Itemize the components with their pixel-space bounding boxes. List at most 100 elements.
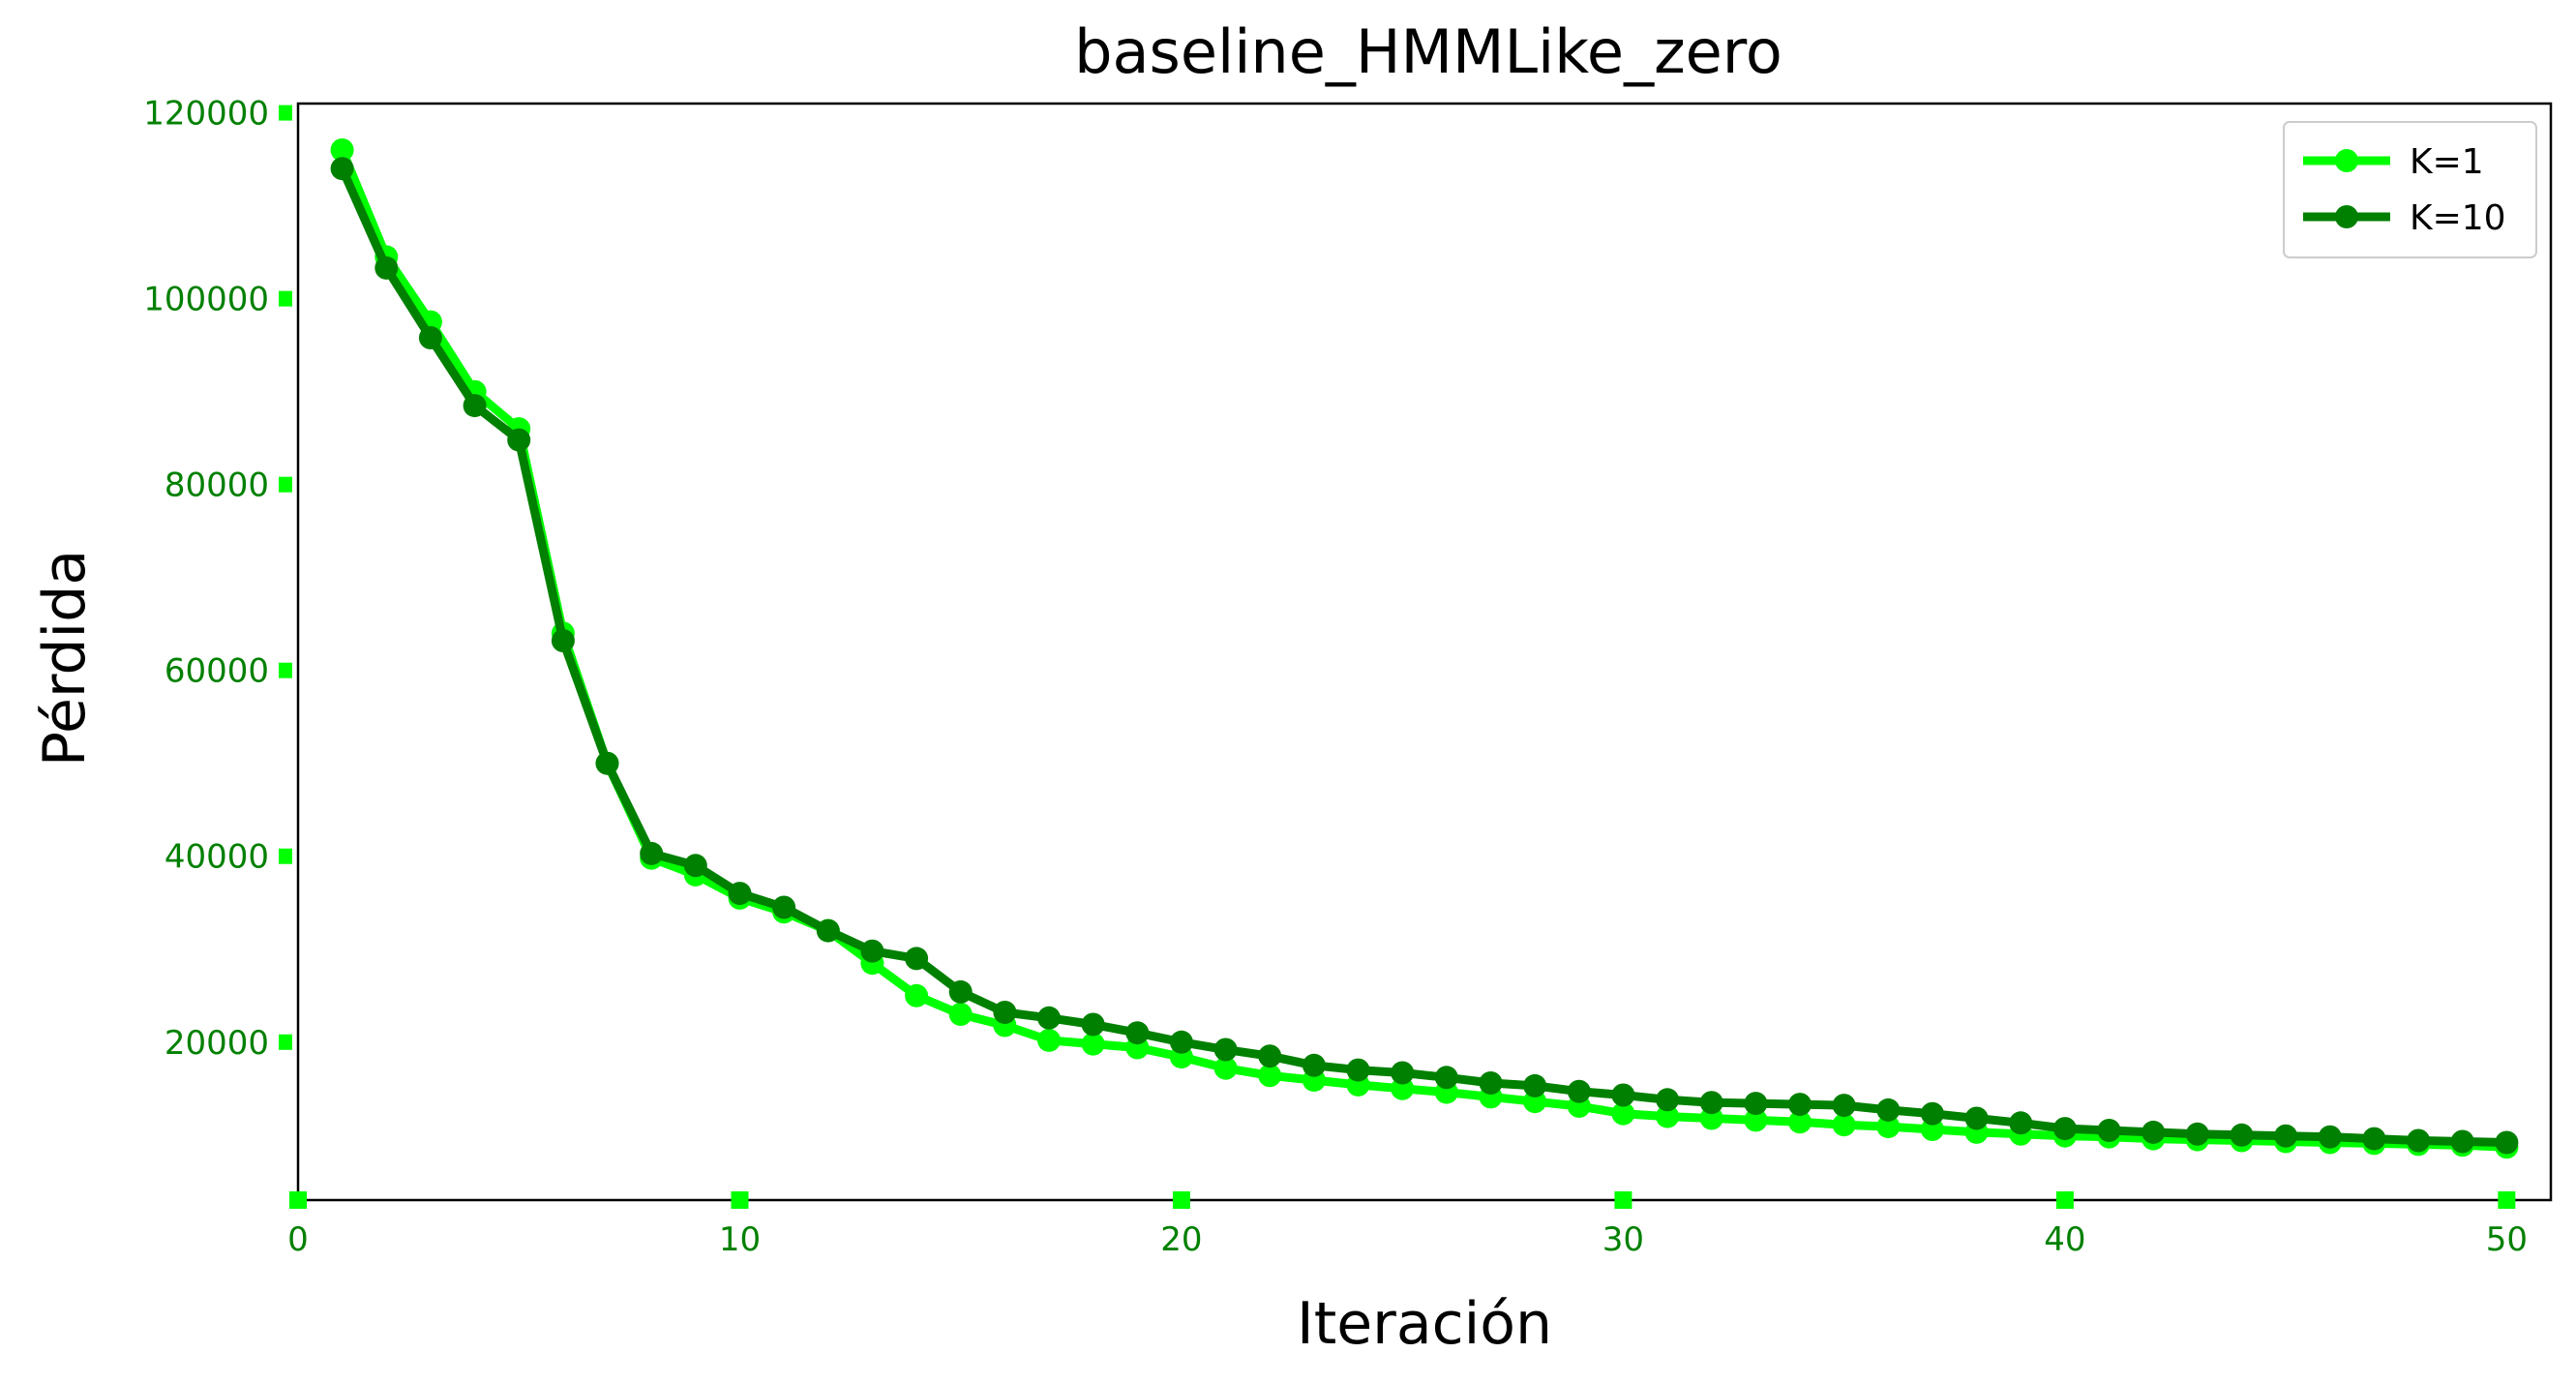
data-point-s1-30 — [1611, 1101, 1635, 1126]
data-point-s2-43 — [2185, 1122, 2209, 1146]
data-point-s2-47 — [2362, 1127, 2386, 1151]
x-tick-label-3: 30 — [1603, 1220, 1644, 1259]
plot-frame — [296, 102, 2553, 1202]
data-point-s2-8 — [640, 841, 664, 865]
y-tick-mark-3 — [279, 476, 292, 493]
x-tick-mark-2 — [1172, 1191, 1190, 1209]
data-point-s2-29 — [1567, 1079, 1591, 1103]
data-point-s2-39 — [2009, 1111, 2033, 1135]
data-point-s2-46 — [2318, 1125, 2342, 1149]
data-point-s2-40 — [2052, 1117, 2077, 1141]
data-point-s2-35 — [1832, 1094, 1856, 1118]
data-point-s1-14 — [905, 983, 929, 1007]
y-tick-label-5: 120000 — [143, 95, 269, 134]
data-point-s2-25 — [1391, 1061, 1415, 1085]
data-point-s2-42 — [2142, 1120, 2166, 1144]
data-point-s2-41 — [2097, 1119, 2121, 1142]
data-point-s2-12 — [816, 918, 840, 943]
data-point-s2-7 — [595, 751, 619, 775]
y-tick-label-3: 80000 — [165, 466, 269, 505]
data-point-s1-22 — [1258, 1064, 1282, 1088]
data-point-s2-34 — [1788, 1093, 1812, 1117]
data-point-s2-21 — [1213, 1037, 1238, 1062]
y-tick-mark-2 — [279, 662, 292, 678]
legend: K=1 K=10 — [2283, 121, 2537, 258]
x-tick-label-5: 50 — [2486, 1220, 2528, 1259]
chart-title: baseline_HMMLike_zero — [1074, 16, 1782, 87]
y-tick-label-1: 40000 — [165, 838, 269, 877]
x-tick-label-1: 10 — [719, 1220, 761, 1259]
x-tick-label-2: 20 — [1160, 1220, 1202, 1259]
data-point-s2-2 — [374, 256, 399, 280]
data-point-s2-1 — [330, 157, 354, 181]
data-point-s2-10 — [728, 882, 752, 906]
y-tick-mark-4 — [279, 290, 292, 307]
data-point-s2-33 — [1744, 1092, 1768, 1116]
data-point-s1-35 — [1832, 1113, 1856, 1137]
data-point-s1-21 — [1213, 1056, 1238, 1080]
x-tick-label-4: 40 — [2044, 1220, 2085, 1259]
data-point-s2-6 — [551, 629, 575, 652]
data-point-s1-15 — [948, 1003, 973, 1026]
data-point-s2-48 — [2407, 1128, 2431, 1153]
legend-entry-1: K=1 — [2303, 142, 2484, 182]
data-point-s1-17 — [1037, 1028, 1061, 1052]
y-tick-mark-1 — [279, 848, 292, 864]
data-point-s2-30 — [1611, 1083, 1635, 1107]
x-axis-label: Iteración — [1297, 1290, 1552, 1358]
data-point-s1-36 — [1876, 1115, 1901, 1139]
data-point-s2-4 — [463, 394, 487, 418]
x-tick-mark-4 — [2055, 1191, 2074, 1209]
data-point-s2-27 — [1479, 1071, 1503, 1095]
data-point-s1-1 — [330, 138, 354, 162]
series-2 — [330, 157, 2519, 1155]
y-tick-label-0: 20000 — [165, 1024, 269, 1063]
data-point-s2-20 — [1169, 1030, 1193, 1054]
y-tick-label-4: 100000 — [143, 281, 269, 319]
plot-area — [330, 138, 2519, 1159]
data-point-s2-24 — [1346, 1058, 1370, 1082]
x-tick-mark-1 — [731, 1191, 749, 1209]
x-tick-mark-0 — [289, 1191, 307, 1209]
data-point-s2-17 — [1037, 1006, 1061, 1030]
data-point-s2-13 — [860, 939, 884, 963]
data-point-s2-22 — [1258, 1044, 1282, 1068]
y-tick-mark-5 — [279, 105, 292, 121]
data-point-s2-28 — [1523, 1073, 1547, 1097]
x-tick-label-0: 0 — [287, 1220, 309, 1259]
data-point-s2-16 — [993, 1001, 1017, 1024]
data-point-s2-23 — [1302, 1053, 1326, 1077]
legend-marker-1 — [2335, 149, 2358, 172]
data-point-s2-37 — [1920, 1101, 1944, 1126]
y-tick-mark-0 — [279, 1034, 292, 1050]
legend-entry-2: K=10 — [2303, 198, 2506, 238]
data-point-s1-31 — [1656, 1104, 1680, 1128]
y-tick-label-2: 60000 — [165, 652, 269, 691]
data-point-s2-26 — [1434, 1066, 1458, 1090]
data-point-s2-44 — [2230, 1123, 2254, 1147]
data-point-s2-11 — [772, 895, 796, 919]
data-point-s2-15 — [948, 979, 973, 1004]
legend-label-1: K=1 — [2410, 142, 2484, 182]
data-point-s2-9 — [683, 854, 707, 878]
data-point-s2-19 — [1125, 1021, 1150, 1045]
data-point-s2-14 — [905, 947, 929, 971]
data-point-s1-18 — [1081, 1032, 1105, 1056]
data-point-s2-5 — [507, 428, 531, 452]
data-point-s2-31 — [1656, 1088, 1680, 1112]
data-point-s2-49 — [2450, 1129, 2474, 1154]
data-point-s2-32 — [1699, 1091, 1723, 1115]
data-point-s2-45 — [2274, 1124, 2298, 1148]
x-tick-mark-3 — [1614, 1191, 1632, 1209]
data-point-s1-34 — [1788, 1110, 1812, 1134]
data-point-s1-33 — [1744, 1108, 1768, 1132]
series-1 — [330, 138, 2519, 1159]
data-point-s2-36 — [1876, 1097, 1901, 1122]
y-axis-label: Pérdida — [31, 550, 99, 767]
axis-ticks: 0 10 20 30 40 50 20000 40000 60000 80000 100000 120… — [143, 95, 2528, 1259]
data-point-s2-3 — [418, 326, 442, 349]
data-point-s2-18 — [1081, 1012, 1105, 1037]
data-point-s2-50 — [2495, 1130, 2519, 1155]
